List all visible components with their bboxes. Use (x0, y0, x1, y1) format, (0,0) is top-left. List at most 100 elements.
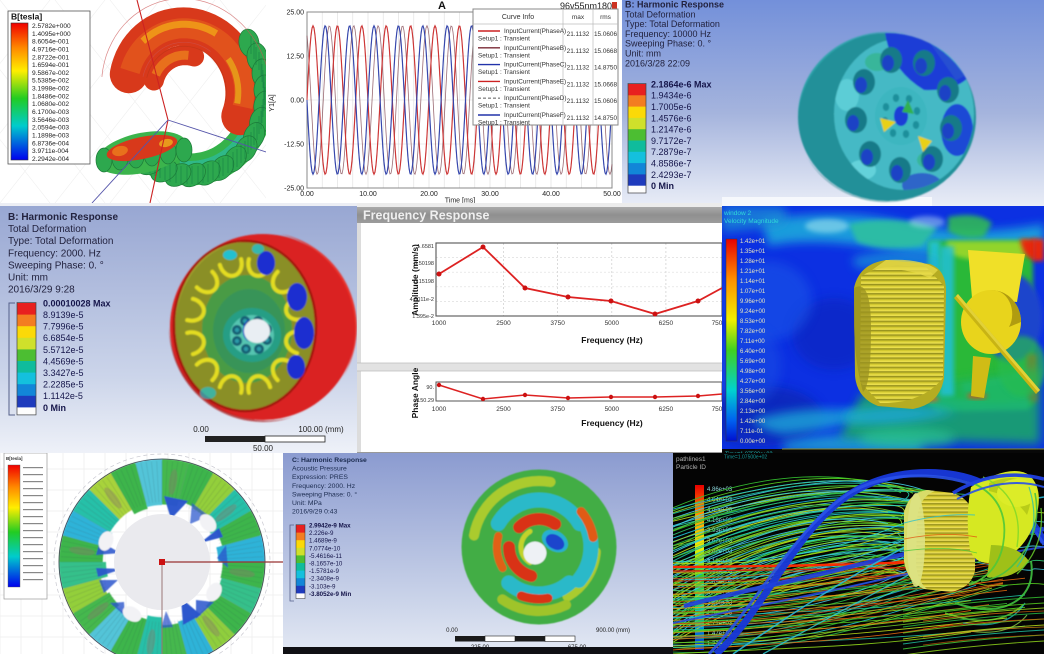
svg-text:Time=1.07500e+02: Time=1.07500e+02 (724, 455, 767, 461)
svg-text:-12.50: -12.50 (284, 142, 304, 149)
svg-text:A: A (438, 0, 446, 12)
svg-text:2016/3/28 22:09: 2016/3/28 22:09 (625, 58, 690, 68)
svg-text:0.00e+00: 0.00e+00 (740, 439, 766, 445)
svg-text:5.5712e-5: 5.5712e-5 (43, 345, 84, 355)
svg-text:2500: 2500 (496, 406, 511, 413)
svg-text:15.0668: 15.0668 (594, 48, 618, 55)
svg-text:6250: 6250 (659, 320, 674, 327)
svg-text:9.96e+00: 9.96e+00 (740, 299, 766, 305)
svg-text:-8.1657e-10: -8.1657e-10 (309, 561, 343, 568)
svg-text:Velocity Magnitude: Velocity Magnitude (724, 218, 779, 225)
svg-text:1.42e+00: 1.42e+00 (740, 419, 766, 425)
svg-text:0.00: 0.00 (290, 98, 304, 105)
svg-text:1.14e+01: 1.14e+01 (740, 279, 766, 285)
svg-text:-1.5781e-9: -1.5781e-9 (309, 568, 339, 575)
svg-text:Setup1 : Transient: Setup1 : Transient (478, 52, 530, 59)
svg-text:2500: 2500 (496, 320, 511, 327)
svg-text:100.00 (mm): 100.00 (mm) (298, 425, 344, 434)
svg-text:15.0606: 15.0606 (594, 98, 618, 105)
svg-text:Phase Angle: Phase Angle (410, 367, 420, 418)
svg-text:7.11e+00: 7.11e+00 (740, 339, 765, 345)
svg-text:Frequency (Hz): Frequency (Hz) (581, 335, 643, 345)
svg-text:B[tesla]: B[tesla] (6, 456, 23, 461)
svg-text:30.00: 30.00 (481, 191, 499, 198)
svg-text:Frequency: 2000. Hz: Frequency: 2000. Hz (8, 248, 101, 259)
svg-text:1.6581: 1.6581 (417, 244, 434, 250)
svg-text:21.1132: 21.1132 (567, 98, 590, 105)
svg-text:14.8750: 14.8750 (594, 115, 618, 122)
svg-text:3.3427e-5: 3.3427e-5 (43, 368, 84, 378)
svg-text:Y1[A]: Y1[A] (269, 94, 276, 111)
svg-text:InputCurrent(PhaseF): InputCurrent(PhaseF) (504, 112, 566, 119)
svg-text:9.7172e-7: 9.7172e-7 (651, 136, 692, 146)
svg-text:-150.29: -150.29 (415, 398, 434, 404)
svg-text:Setup1 : Transient: Setup1 : Transient (478, 120, 530, 127)
svg-text:2016/9/29 0:43: 2016/9/29 0:43 (292, 509, 338, 516)
svg-text:5000: 5000 (605, 406, 620, 413)
svg-text:6.8736e-004: 6.8736e-004 (32, 140, 69, 147)
svg-text:Setup1 : Transient: Setup1 : Transient (478, 36, 530, 43)
svg-text:0.00: 0.00 (446, 628, 458, 634)
svg-text:Frequency: 2000. Hz: Frequency: 2000. Hz (292, 483, 356, 490)
svg-text:7.0774e-10: 7.0774e-10 (309, 545, 341, 552)
svg-text:Amplitude (mm/s): Amplitude (mm/s) (410, 244, 420, 316)
svg-text:2016/3/29 9:28: 2016/3/29 9:28 (8, 285, 75, 296)
svg-text:8.9139e-5: 8.9139e-5 (43, 310, 84, 320)
svg-text:-3.103e-9: -3.103e-9 (309, 583, 336, 590)
svg-text:90.: 90. (426, 385, 434, 391)
svg-text:3.56e+00: 3.56e+00 (740, 389, 766, 395)
svg-text:1.2147e-6: 1.2147e-6 (651, 125, 692, 135)
svg-text:InputCurrent(PhaseC): InputCurrent(PhaseC) (504, 62, 567, 69)
svg-text:14.8750: 14.8750 (594, 65, 618, 72)
svg-text:B: Harmonic Response: B: Harmonic Response (8, 212, 118, 223)
svg-text:8.6054e-001: 8.6054e-001 (32, 39, 69, 46)
svg-text:-25.00: -25.00 (284, 186, 304, 193)
svg-text:25.00: 25.00 (286, 10, 304, 17)
svg-text:3.1998e-002: 3.1998e-002 (32, 86, 69, 93)
svg-text:7.2879e-7: 7.2879e-7 (651, 147, 692, 157)
svg-text:-5.4616e-11: -5.4616e-11 (309, 553, 342, 560)
svg-text:5.5385e-002: 5.5385e-002 (32, 78, 69, 85)
svg-text:4.86e+03: 4.86e+03 (707, 487, 733, 493)
svg-text:Type: Total Deformation: Type: Total Deformation (8, 236, 113, 247)
svg-text:max: max (572, 14, 585, 21)
svg-text:2.5782e+000: 2.5782e+000 (32, 23, 71, 30)
svg-text:6250: 6250 (659, 406, 674, 413)
svg-text:5000: 5000 (605, 320, 620, 327)
svg-text:0.15198: 0.15198 (414, 279, 434, 285)
svg-text:1.7005e-6: 1.7005e-6 (651, 102, 692, 112)
svg-text:1000: 1000 (432, 320, 447, 327)
svg-text:2.8722e-001: 2.8722e-001 (32, 54, 69, 61)
svg-text:900.00 (mm): 900.00 (mm) (596, 628, 630, 634)
svg-text:6.1700e-003: 6.1700e-003 (32, 109, 69, 116)
svg-text:4.64e+03: 4.64e+03 (707, 497, 733, 503)
svg-text:96v55nm180: 96v55nm180 (560, 1, 612, 11)
svg-text:4.6011e-2: 4.6011e-2 (410, 297, 434, 303)
svg-text:3.5646e-003: 3.5646e-003 (32, 117, 69, 124)
svg-text:7.82e+00: 7.82e+00 (740, 329, 766, 335)
svg-text:0.00010028 Max: 0.00010028 Max (43, 298, 111, 308)
svg-text:750: 750 (712, 406, 722, 413)
svg-text:2.93e+03: 2.93e+03 (707, 569, 733, 575)
svg-text:1.21e+01: 1.21e+01 (740, 269, 766, 275)
svg-text:1.1898e-003: 1.1898e-003 (32, 132, 69, 139)
svg-text:1000: 1000 (432, 406, 447, 413)
svg-text:20.00: 20.00 (420, 191, 438, 198)
svg-text:Unit: MPa: Unit: MPa (292, 500, 322, 507)
svg-text:4.8586e-7: 4.8586e-7 (651, 159, 692, 169)
svg-text:4.16e+03: 4.16e+03 (707, 518, 733, 524)
svg-text:InputCurrent(PhaseE): InputCurrent(PhaseE) (504, 78, 566, 85)
svg-text:1.4689e-9: 1.4689e-9 (309, 538, 337, 545)
svg-text:21.1132: 21.1132 (567, 115, 590, 122)
svg-text:1.0680e-002: 1.0680e-002 (32, 101, 69, 108)
svg-text:0 Min: 0 Min (651, 181, 674, 191)
svg-text:Curve Info: Curve Info (502, 14, 534, 21)
svg-text:2.4293e-7: 2.4293e-7 (651, 170, 692, 180)
svg-text:1.9434e-6: 1.9434e-6 (651, 91, 692, 101)
svg-text:B: Harmonic Response: B: Harmonic Response (625, 0, 724, 10)
svg-text:5.69e+00: 5.69e+00 (740, 359, 766, 365)
svg-text:40.00: 40.00 (542, 191, 560, 198)
svg-text:Sweeping Phase: 0. °: Sweeping Phase: 0. ° (292, 490, 357, 498)
svg-text:2.84e+00: 2.84e+00 (740, 399, 766, 405)
svg-text:Setup1 : Transient: Setup1 : Transient (478, 86, 530, 93)
